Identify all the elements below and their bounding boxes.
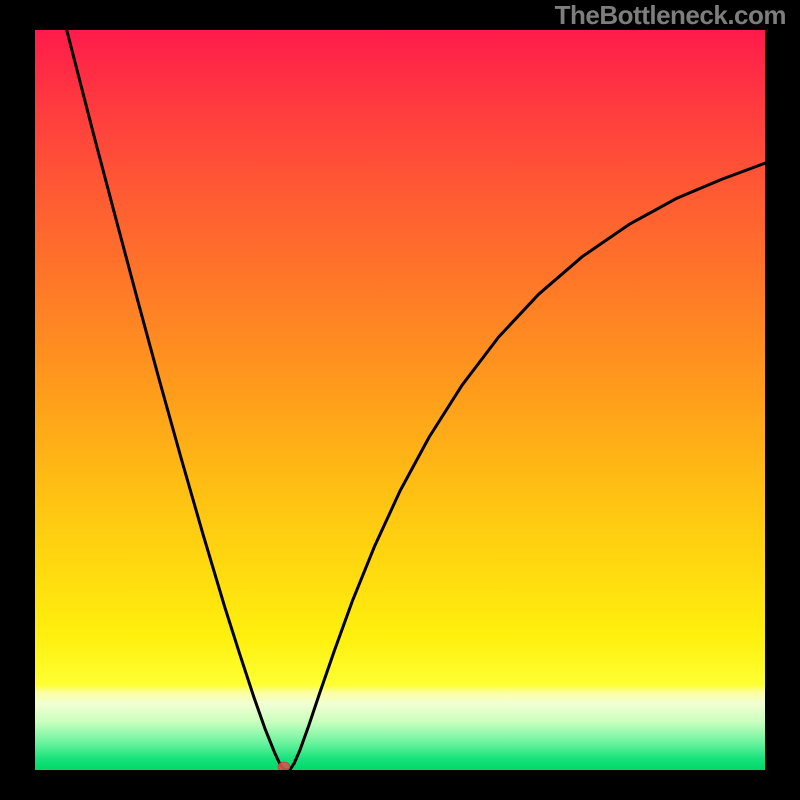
optimal-point-marker bbox=[278, 762, 290, 771]
plot-background-gradient bbox=[35, 30, 765, 770]
bottleneck-chart bbox=[0, 0, 800, 800]
chart-frame: TheBottleneck.com bbox=[0, 0, 800, 800]
watermark-text: TheBottleneck.com bbox=[555, 0, 786, 31]
